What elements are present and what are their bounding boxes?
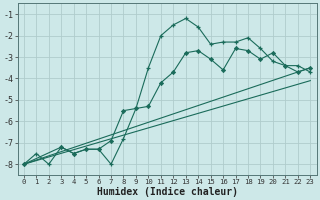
X-axis label: Humidex (Indice chaleur): Humidex (Indice chaleur) (97, 186, 237, 197)
